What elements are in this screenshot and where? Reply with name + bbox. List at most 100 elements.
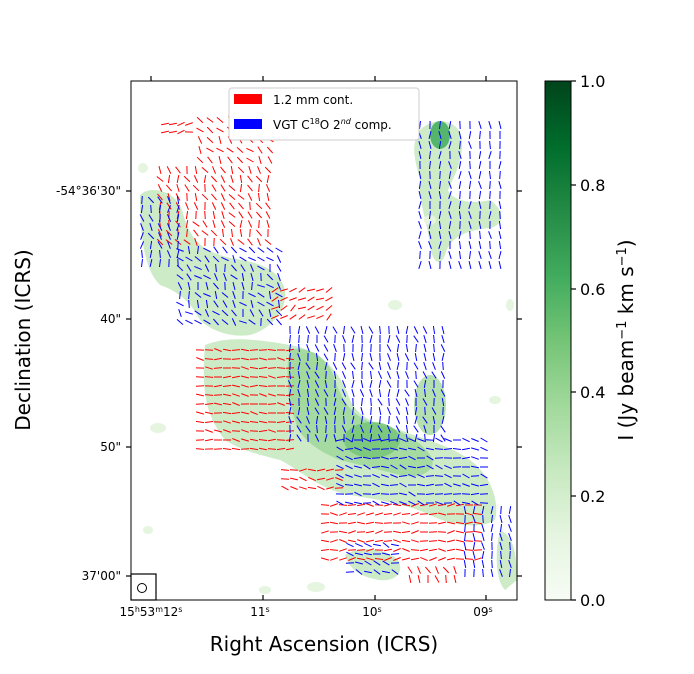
polarization-segment	[204, 403, 214, 405]
gradient-segment	[158, 204, 162, 214]
gradient-segment	[359, 389, 365, 397]
gradient-segment	[371, 439, 381, 441]
gradient-segment	[479, 483, 489, 487]
gradient-segment	[404, 389, 410, 397]
polarization-segment	[228, 185, 236, 191]
polarization-segment	[197, 136, 203, 144]
polarization-segment	[232, 375, 240, 379]
gradient-segment	[489, 180, 491, 190]
gradient-segment	[462, 501, 470, 505]
gradient-segment	[417, 438, 425, 442]
polarization-segment	[210, 175, 218, 183]
gradient-segment	[468, 201, 472, 209]
polarization-segment	[204, 349, 214, 351]
legend-swatch-blue	[234, 119, 262, 129]
gradient-segment	[381, 438, 389, 442]
gradient-segment	[404, 353, 410, 361]
gradient-segment	[489, 190, 491, 200]
gradient-segment	[377, 425, 383, 433]
gradient-segment	[448, 260, 452, 270]
polarization-segment	[195, 385, 205, 387]
polarization-segment	[320, 549, 330, 551]
gradient-segment	[371, 466, 381, 468]
gradient-segment	[448, 181, 452, 189]
gradient-segment	[472, 515, 476, 523]
polarization-segment	[212, 210, 216, 220]
polarization-segment	[214, 357, 222, 361]
gradient-segment	[298, 334, 300, 344]
polarization-segment	[231, 447, 241, 451]
gradient-segment	[396, 388, 400, 398]
gradient-segment	[386, 344, 392, 352]
polarization-segment	[258, 219, 260, 229]
polarization-segment	[231, 228, 233, 238]
polarization-segment	[299, 476, 307, 482]
gradient-segment	[306, 416, 310, 424]
gradient-segment	[324, 433, 328, 443]
gradient-segment	[478, 251, 482, 259]
gradient-segment	[341, 398, 347, 406]
gradient-segment	[414, 433, 418, 443]
gradient-segment	[239, 320, 247, 324]
polarization-segment	[446, 539, 456, 543]
gradient-segment	[499, 559, 503, 569]
gradient-segment	[176, 231, 180, 241]
gradient-segment	[186, 273, 192, 281]
polarization-segment	[464, 521, 474, 525]
gradient-segment	[364, 560, 372, 566]
polarization-segment	[474, 557, 482, 561]
gradient-segment	[396, 352, 400, 362]
x-tick-label: 11s	[250, 605, 269, 619]
polarization-segment	[240, 411, 250, 415]
polarization-segment	[258, 366, 268, 370]
gradient-segment	[413, 335, 419, 343]
gradient-segment	[351, 415, 355, 425]
gradient-segment	[423, 362, 427, 370]
gradient-segment	[369, 433, 373, 443]
gradient-segment	[352, 370, 354, 380]
gradient-segment	[266, 301, 274, 307]
gradient-segment	[232, 255, 236, 263]
polarization-segment	[410, 549, 420, 551]
polarization-segment	[192, 221, 200, 227]
gradient-segment	[333, 434, 337, 442]
polarization-segment	[425, 566, 431, 574]
gradient-segment	[444, 482, 452, 488]
gradient-segment	[478, 190, 482, 200]
polarization-segment	[247, 193, 253, 201]
gradient-segment	[458, 170, 462, 180]
polarization-segment	[249, 447, 259, 451]
gradient-segment	[214, 273, 218, 281]
gradient-segment	[363, 437, 371, 443]
gradient-segment	[468, 180, 472, 190]
gradient-segment	[380, 448, 390, 450]
emission-peak-3	[414, 375, 446, 435]
gradient-segment	[441, 335, 445, 343]
gradient-segment	[498, 181, 502, 189]
gradient-segment	[250, 299, 254, 309]
gradient-segment	[369, 389, 373, 397]
gradient-segment	[205, 299, 209, 309]
gradient-segment	[306, 406, 310, 416]
gradient-segment	[438, 210, 442, 220]
gradient-segment	[277, 273, 281, 281]
gradient-segment	[381, 552, 391, 556]
polarization-segment	[419, 540, 429, 542]
gradient-segment	[408, 455, 416, 461]
gradient-segment	[341, 425, 347, 433]
polarization-segment	[383, 548, 393, 552]
gradient-segment	[166, 214, 172, 222]
gradient-segment	[364, 552, 372, 556]
emission-peak-2	[292, 352, 328, 408]
polarization-segment	[239, 229, 243, 237]
gradient-segment	[185, 311, 193, 315]
polarization-segment	[289, 477, 299, 481]
polarization-segment	[231, 358, 241, 360]
polarization-segment	[193, 175, 199, 183]
polarization-segment	[266, 174, 270, 184]
polarization-segment	[408, 574, 412, 584]
polarization-segment	[223, 420, 231, 424]
polarization-segment	[247, 211, 253, 219]
polarization-segment	[240, 348, 250, 352]
polarization-segment	[222, 228, 224, 238]
